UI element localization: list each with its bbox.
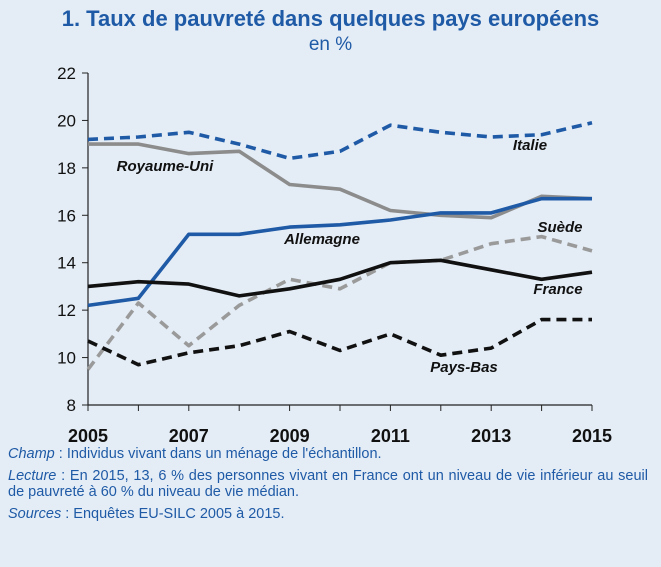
series-line-france: [87, 258, 593, 298]
x-tick-label: 2015: [572, 426, 612, 445]
series-label-pays-bas: Pays-Bas: [430, 359, 498, 376]
note-lecture: Lecture : En 2015, 13, 6 % des personnes…: [8, 468, 648, 500]
chart-notes: Champ : Individus vivant dans un ménage …: [8, 446, 648, 528]
series-line-suede: [86, 234, 593, 371]
note-champ-text: : Individus vivant dans un ménage de l'é…: [54, 446, 382, 462]
series-line-pays-bas: [87, 317, 592, 367]
chart-title: 1. Taux de pauvreté dans quelques pays e…: [61, 6, 600, 31]
y-tick-label: 14: [57, 254, 76, 273]
series-line-royaume-uni: [88, 142, 593, 220]
line-chart: 8 10 12 14 16 18 20 22 2005 2007 2009 2011 2013 2015 I…: [57, 64, 612, 445]
note-lecture-label: Lecture: [8, 468, 57, 484]
series-line-allemagne: [87, 196, 592, 308]
series-label-france: France: [533, 281, 582, 298]
series-line-italie: [87, 121, 593, 161]
series-label-suede: Suède: [537, 219, 582, 236]
note-lecture-text: : En 2015, 13, 6 % des personnes vivant …: [8, 468, 648, 500]
y-tick-label: 18: [57, 159, 76, 178]
note-sources-text: : Enquêtes EU-SILC 2005 à 2015.: [61, 506, 285, 522]
x-tick-label: 2009: [270, 426, 310, 445]
note-champ-label: Champ: [8, 446, 55, 462]
x-tick-label: 2005: [68, 426, 108, 445]
note-sources: Sources : Enquêtes EU-SILC 2005 à 2015.: [8, 506, 648, 522]
y-tick-label: 8: [67, 396, 76, 415]
y-tick-label: 12: [57, 301, 76, 320]
note-sources-label: Sources: [8, 506, 62, 522]
y-tick-label: 20: [57, 111, 76, 130]
y-tick-label: 16: [57, 206, 76, 225]
series-label-italie: Italie: [513, 137, 547, 154]
chart-subtitle: en %: [308, 34, 353, 55]
series-label-allemagne: Allemagne: [283, 231, 360, 248]
y-tick-label: 22: [57, 64, 76, 83]
x-tick-label: 2007: [169, 426, 209, 445]
x-tick-label: 2011: [371, 426, 410, 445]
x-tick-label: 2013: [471, 426, 511, 445]
note-champ: Champ : Individus vivant dans un ménage …: [8, 446, 648, 462]
series-label-royaume-uni: Royaume-Uni: [117, 158, 215, 175]
y-tick-label: 10: [57, 349, 76, 368]
